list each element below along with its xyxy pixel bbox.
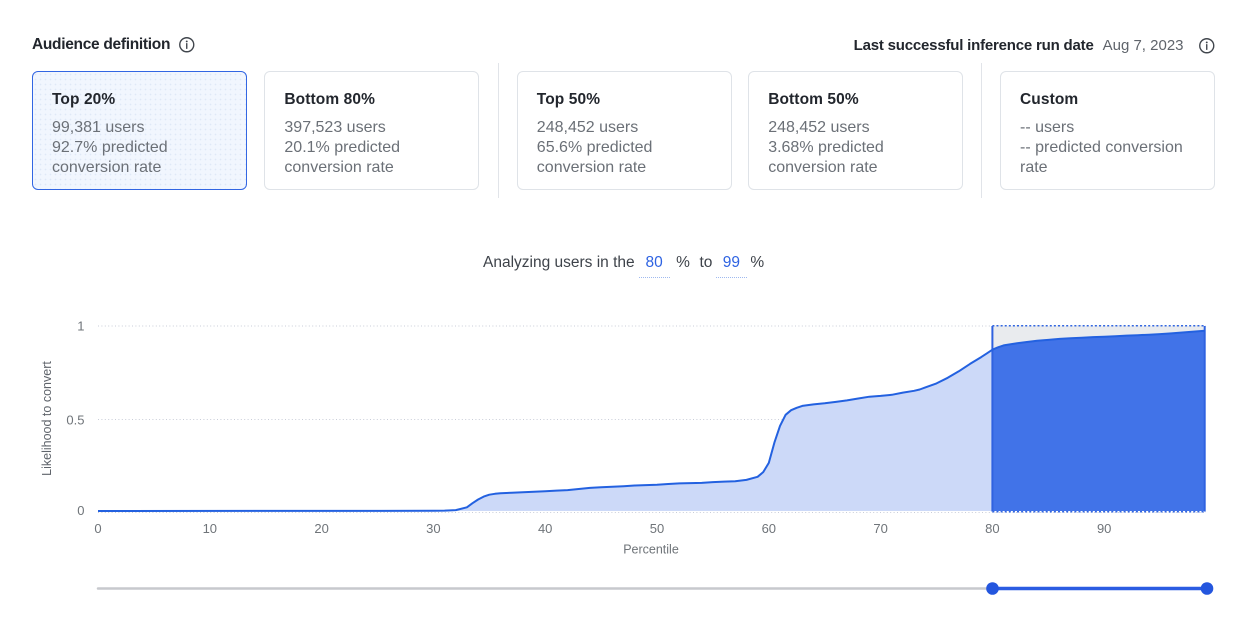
svg-text:0: 0 [77,503,84,518]
svg-text:20: 20 [314,521,328,536]
svg-text:Likelihood to convert: Likelihood to convert [40,361,54,476]
svg-text:0: 0 [94,521,101,536]
svg-text:10: 10 [203,521,217,536]
svg-text:0.5: 0.5 [66,413,84,428]
svg-text:50: 50 [650,521,664,536]
svg-text:Percentile: Percentile [623,543,679,557]
svg-text:90: 90 [1097,521,1111,536]
svg-text:40: 40 [538,521,552,536]
svg-text:1: 1 [77,319,84,334]
svg-text:30: 30 [426,521,440,536]
svg-text:60: 60 [762,521,776,536]
svg-text:70: 70 [873,521,887,536]
svg-text:80: 80 [985,521,999,536]
